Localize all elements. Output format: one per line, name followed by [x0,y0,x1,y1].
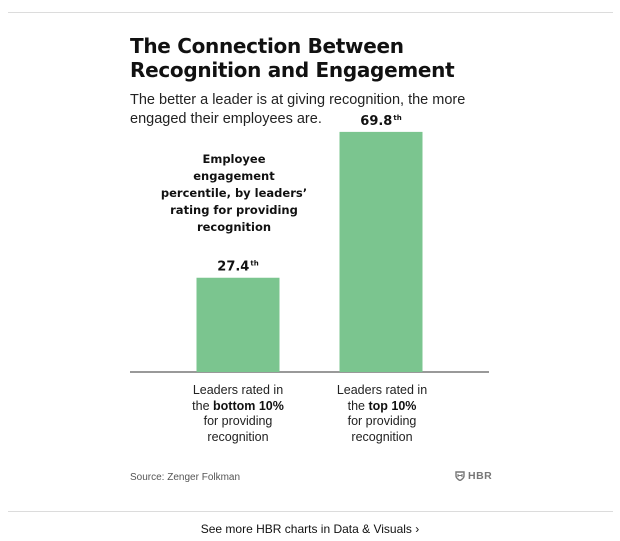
chart-subtitle: The better a leader is at giving recogni… [130,92,466,127]
top-divider [8,12,613,13]
category-line: the bottom 10% [173,399,303,415]
y-axis-label: Employee engagement percentile, by leade… [160,152,308,234]
category-line: the top 10% [317,399,447,415]
category-line: recognition [351,429,413,444]
source-note: Source: Zenger Folkman [130,472,241,483]
category-line: Leaders rated in [192,383,284,397]
bar-bottom-10 [196,277,280,372]
category-line: for providing [203,414,273,428]
category-label-top: Leaders rated in the top 10% for providi… [317,383,447,445]
bottom-divider [8,511,613,512]
category-line: Leaders rated in [336,383,428,397]
shield-icon [455,471,465,481]
category-line: recognition [207,429,269,444]
chart-title: The Connection Between Recognition and E… [130,34,455,82]
value-label: 69.8th [360,114,401,129]
value-label: 27.4th [217,260,258,275]
category-emphasis: bottom 10% [213,398,284,413]
category-pre: the [347,398,365,413]
bar-top-10 [339,131,423,372]
data-visuals-link[interactable]: See more HBR charts in Data & Visuals › [200,522,420,536]
brand-mark: HBR [455,470,492,482]
category-pre: the [192,398,210,413]
category-emphasis: top 10% [368,398,417,413]
category-line: for providing [347,414,417,428]
category-label-bottom: Leaders rated in the bottom 10% for prov… [173,383,303,445]
brand-name: HBR [468,470,493,482]
